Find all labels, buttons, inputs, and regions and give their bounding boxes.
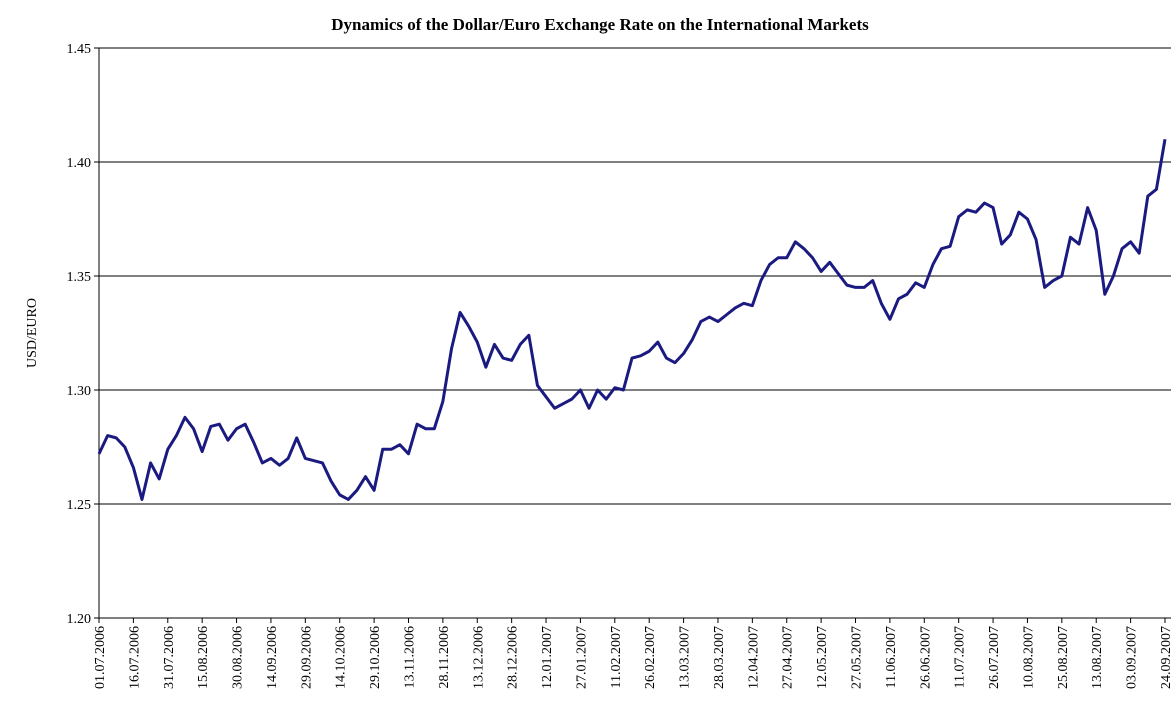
chart-title: Dynamics of the Dollar/Euro Exchange Rat… [331,15,869,34]
x-tick-label: 25.08.2007 [1056,626,1071,689]
x-tick-label: 27.05.2007 [850,626,865,689]
x-tick-label: 29.09.2006 [299,626,314,689]
data-line [97,138,1167,501]
x-tick-label: 30.08.2006 [231,626,246,689]
y-tick-label: 1.40 [67,156,92,171]
x-tick-label: 29.10.2006 [368,626,383,689]
x-tick-label: 12.01.2007 [540,626,555,689]
x-tick-label: 28.11.2006 [437,626,452,688]
y-tick-label: 1.25 [67,498,92,513]
x-tick-label: 13.03.2007 [678,626,693,689]
x-tick-label: 14.09.2006 [265,626,280,689]
x-tick-label: 27.01.2007 [574,626,589,689]
x-tick-label: 26.06.2007 [918,626,933,689]
x-tick-label: 14.10.2006 [334,626,349,689]
x-tick-label: 12.05.2007 [815,626,830,689]
x-tick-label: 15.08.2006 [196,626,211,689]
x-tick-label: 31.07.2006 [162,626,177,689]
x-tick-label: 28.03.2007 [712,626,727,689]
y-tick-label: 1.45 [67,42,92,57]
x-tick-label: 13.08.2007 [1090,626,1105,689]
y-tick-label: 1.20 [67,612,92,627]
x-tick-label: 16.07.2006 [127,626,142,689]
y-tick-label: 1.30 [67,384,92,399]
x-tick-label: 11.02.2007 [609,626,624,688]
y-axis-label: USD/EURO [25,298,40,368]
x-tick-label: 01.07.2006 [93,626,108,689]
x-tick-label: 26.07.2007 [987,626,1002,689]
x-tick-label: 24.09.2007 [1159,626,1171,689]
x-tick-label: 13.12.2006 [471,626,486,689]
x-tick-label: 11.06.2007 [884,626,899,688]
x-tick-label: 27.04.2007 [781,626,796,689]
x-tick-label: 13.11.2006 [402,626,417,688]
x-tick-label: 28.12.2006 [506,626,521,689]
x-tick-label: 11.07.2007 [953,626,968,688]
x-tick-label: 10.08.2007 [1021,626,1036,689]
y-tick-label: 1.35 [67,270,92,285]
x-tick-label: 03.09.2007 [1125,626,1140,689]
x-tick-label: 26.02.2007 [643,626,658,689]
x-tick-label: 12.04.2007 [746,626,761,689]
